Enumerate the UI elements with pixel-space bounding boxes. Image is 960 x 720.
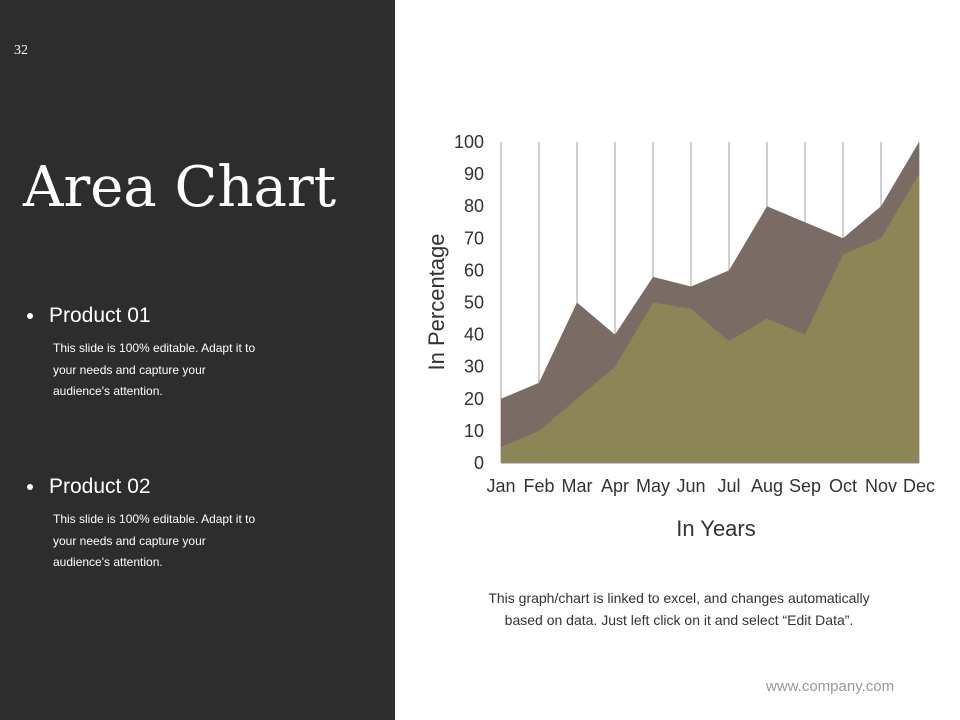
slide-title: Area Chart	[23, 155, 337, 220]
product-02-title: Product 02	[49, 475, 151, 498]
y-tick-label: 10	[464, 421, 484, 441]
product-01-heading: Product 01	[24, 304, 364, 328]
y-tick-label: 60	[464, 260, 484, 280]
product-01-title: Product 01	[49, 304, 151, 327]
x-tick-label: Mar	[562, 476, 593, 496]
series-area-2[interactable]	[501, 174, 919, 463]
x-tick-label: May	[636, 476, 670, 496]
x-tick-label: Oct	[829, 476, 857, 496]
y-tick-label: 40	[464, 325, 484, 345]
x-tick-label: Jan	[486, 476, 515, 496]
y-tick-label: 80	[464, 196, 484, 216]
product-02-desc-line: your needs and capture your	[53, 533, 206, 548]
bullet-icon	[27, 484, 33, 490]
product-01-desc-line: This slide is 100% editable. Adapt it to	[53, 341, 256, 355]
chart-footnote: This graph/chart is linked to excel, and…	[470, 587, 888, 631]
chart-area: 0 10 20 30 40 50 60 70 80 90 100 Jan Feb Mar Apr May Jun…	[396, 0, 960, 720]
product-01-desc-line: audience's attention.	[53, 384, 163, 398]
product-02-desc-line: This slide is 100% editable. Adapt it to	[53, 512, 256, 526]
bullet-icon	[27, 313, 33, 319]
x-tick-label: Feb	[523, 476, 554, 496]
left-panel: 32 Area Chart Product 01 This slide is 1…	[0, 0, 395, 720]
product-01-description: This slide is 100% editable. Adapt it to…	[53, 338, 268, 403]
x-tick-label: Sep	[789, 476, 821, 496]
product-02-desc-line: audience's attention.	[53, 555, 163, 569]
area-chart[interactable]: 0 10 20 30 40 50 60 70 80 90 100 Jan Feb Mar Apr May Jun…	[396, 0, 960, 720]
x-tick-label: Aug	[751, 476, 783, 496]
footnote-line: This graph/chart is linked to excel, and…	[488, 590, 870, 606]
product-01: Product 01 This slide is 100% editable. …	[24, 304, 364, 403]
x-axis-title: In Years	[676, 516, 756, 541]
x-tick-label: Apr	[601, 476, 629, 496]
x-tick-label: Jun	[676, 476, 705, 496]
website-url[interactable]: www.company.com	[766, 678, 895, 695]
product-02: Product 02 This slide is 100% editable. …	[24, 475, 364, 574]
y-tick-label: 70	[464, 228, 484, 248]
y-axis-title: In Percentage	[424, 234, 449, 371]
x-tick-label: Nov	[865, 476, 897, 496]
y-tick-label: 30	[464, 357, 484, 377]
x-tick-label: Jul	[717, 476, 740, 496]
product-02-heading: Product 02	[24, 475, 364, 499]
product-02-description: This slide is 100% editable. Adapt it to…	[53, 509, 268, 574]
x-tick-label: Dec	[903, 476, 935, 496]
y-tick-label: 20	[464, 389, 484, 409]
y-tick-label: 50	[464, 293, 484, 313]
footnote-line: based on data. Just left click on it and…	[504, 612, 854, 628]
product-01-desc-line: your needs and capture your	[53, 362, 206, 377]
y-tick-label: 100	[454, 132, 484, 152]
slide-number: 32	[14, 43, 28, 58]
y-tick-label: 90	[464, 164, 484, 184]
y-tick-label: 0	[474, 453, 484, 473]
